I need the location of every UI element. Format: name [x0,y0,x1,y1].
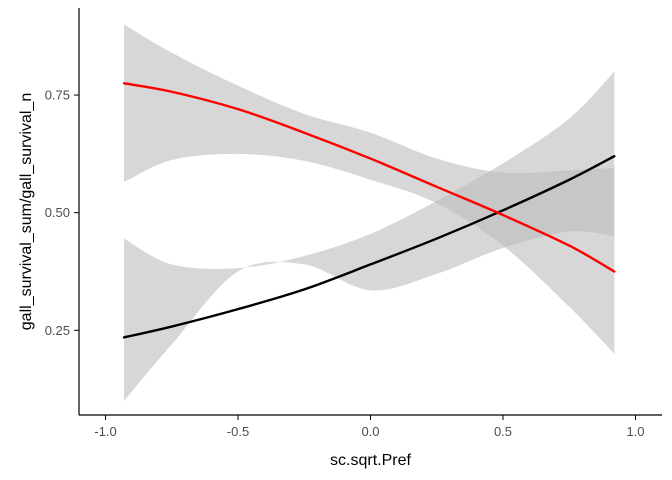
fit-lines [122,82,616,339]
x-tick-label: 0.5 [494,424,512,439]
fit-line-2 [122,82,616,273]
x-tick-label: -0.5 [227,424,249,439]
y-axis-ticks: 0.25 0.50 0.75 [45,88,79,338]
y-tick-label: 0.50 [45,205,70,220]
x-axis-ticks: -1.0 -0.5 0.0 0.5 1.0 [94,415,645,439]
x-axis-title: sc.sqrt.Pref [330,452,411,469]
fit-line-1 [122,155,616,339]
x-tick-label: 1.0 [626,424,644,439]
confidence-ribbon-2 [124,24,615,354]
y-tick-label: 0.75 [45,88,70,103]
y-axis-title: gall_survival_sum/gall_survival_n [18,93,35,330]
x-tick-label: -1.0 [94,424,116,439]
y-tick-label: 0.25 [45,323,70,338]
x-tick-label: 0.0 [361,424,379,439]
confidence-ribbon-1 [124,71,615,401]
confidence-ribbons [124,24,615,401]
